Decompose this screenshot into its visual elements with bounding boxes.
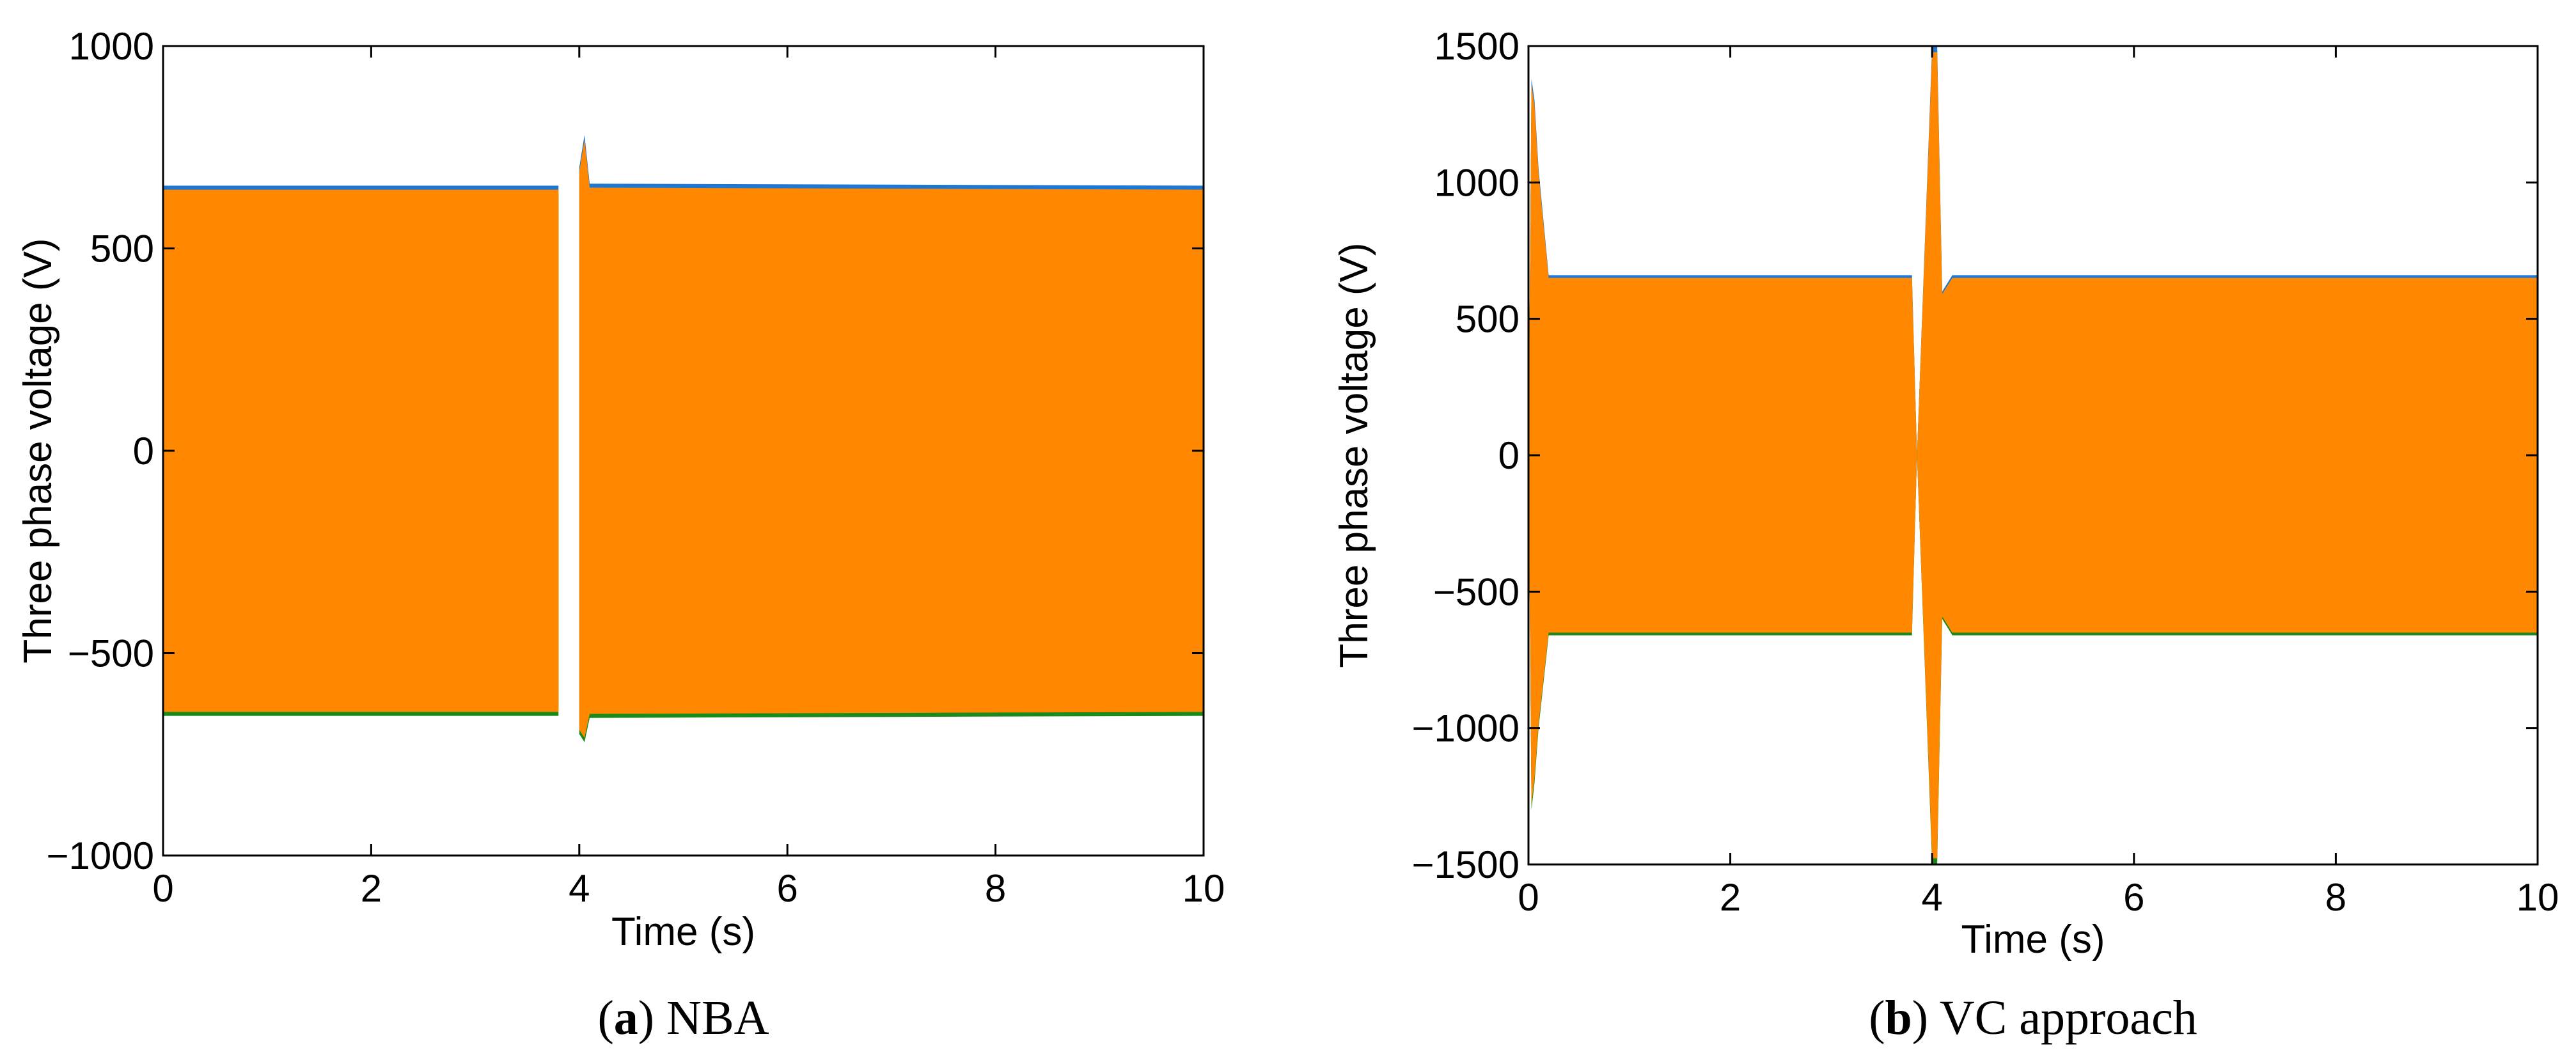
caption-b: (b) VC approach <box>1869 991 2197 1045</box>
y-tick-label-b: 1000 <box>1434 161 1520 204</box>
ticks-b: 0 2 4 6 8 10 1500 1000 500 0 −500 −1000 −1500 <box>1411 25 2559 919</box>
x-tick-label-b: 4 <box>1922 876 1943 919</box>
y-tick-label-a: 0 <box>133 430 154 473</box>
y-tick-label-a: 1000 <box>69 25 154 68</box>
y-tick-label-b: 1500 <box>1434 25 1520 68</box>
y-tick-label-b: −500 <box>1433 570 1520 613</box>
y-tick-label-a: −1000 <box>46 834 154 877</box>
series-phase-c-b <box>1528 52 2538 859</box>
caption-text-a: NBA <box>666 991 769 1045</box>
x-tick-label-a: 4 <box>569 867 590 910</box>
series-phase-c-a <box>163 139 1204 738</box>
x-tick-label-a: 0 <box>152 867 173 910</box>
x-tick-label-b: 2 <box>1720 876 1741 919</box>
chart-a: 0 2 4 6 8 10 1000 500 0 −500 −1000 Time (s) Three … <box>16 25 1225 1045</box>
plot-area-b <box>1528 46 2538 865</box>
x-tick-label-a: 10 <box>1182 867 1225 910</box>
x-tick-label-b: 8 <box>2325 876 2346 919</box>
y-tick-label-b: −1500 <box>1411 843 1520 886</box>
y-tick-label-b: 500 <box>1456 298 1520 341</box>
caption-a: (a) NBA <box>597 991 769 1045</box>
caption-text-b: VC approach <box>1940 991 2197 1045</box>
x-tick-label-a: 2 <box>361 867 382 910</box>
y-tick-label-a: 500 <box>90 228 154 270</box>
x-tick-label-b: 6 <box>2123 876 2144 919</box>
y-axis-label-a: Three phase voltage (V) <box>16 238 60 663</box>
chart-b: 0 2 4 6 8 10 1500 1000 500 0 −500 −1000 −1500 Time (… <box>1332 25 2559 1045</box>
x-tick-label-b: 0 <box>1518 876 1539 919</box>
ticks-a: 0 2 4 6 8 10 1000 500 0 −500 −1000 <box>46 25 1225 910</box>
plot-area-a <box>163 135 1204 742</box>
caption-letter-a: a <box>614 991 638 1045</box>
x-tick-label-b: 10 <box>2517 876 2559 919</box>
caption-letter-b: b <box>1885 991 1912 1045</box>
x-tick-label-a: 8 <box>985 867 1006 910</box>
x-axis-label-a: Time (s) <box>611 910 755 954</box>
y-tick-label-b: −1000 <box>1411 707 1520 750</box>
x-tick-label-a: 6 <box>777 867 798 910</box>
x-axis-label-b: Time (s) <box>1961 918 2105 962</box>
y-tick-label-a: −500 <box>68 632 154 675</box>
y-axis-label-b: Three phase voltage (V) <box>1332 242 1376 668</box>
y-tick-label-b: 0 <box>1498 434 1520 477</box>
